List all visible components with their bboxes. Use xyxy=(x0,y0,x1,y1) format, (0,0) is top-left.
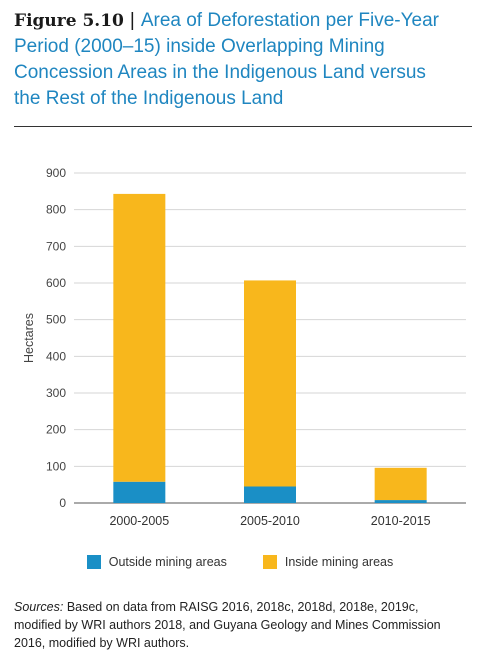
figure-header: Figure 5.10 | Area of Deforestation per Fi… xyxy=(14,8,454,112)
y-tick-label: 100 xyxy=(46,459,66,473)
bar-outside-mining xyxy=(374,500,427,503)
figure-separator: | xyxy=(129,10,135,31)
legend-item-outside: Outside mining areas xyxy=(86,555,227,569)
figure-label: Figure 5.10 xyxy=(14,11,124,31)
y-tick-label: 0 xyxy=(59,496,66,510)
sources-text: Based on data from RAISG 2016, 2018c, 20… xyxy=(14,600,441,650)
bar-inside-mining xyxy=(244,280,296,487)
header-rule xyxy=(14,126,472,127)
bar-outside-mining xyxy=(244,486,296,503)
y-tick-label: 900 xyxy=(46,166,66,180)
y-tick-label: 600 xyxy=(46,276,66,290)
y-tick-label: 300 xyxy=(46,386,66,400)
y-tick-label: 200 xyxy=(46,423,66,437)
x-tick-label: 2005-2010 xyxy=(240,514,300,528)
legend-swatch-outside xyxy=(86,555,101,569)
x-tick-label: 2000-2005 xyxy=(109,514,169,528)
y-axis-label: Hectares xyxy=(22,313,36,363)
y-tick-label: 700 xyxy=(46,239,66,253)
figure-title: Area of Deforestation per Five-Year Peri… xyxy=(14,10,439,109)
bar-inside-mining xyxy=(374,467,427,501)
x-tick-label: 2010-2015 xyxy=(371,514,431,528)
y-tick-label: 800 xyxy=(46,203,66,217)
sources-note: Sources: Based on data from RAISG 2016, … xyxy=(14,598,469,652)
y-tick-label: 400 xyxy=(46,349,66,363)
legend-label-inside: Inside mining areas xyxy=(284,555,394,569)
legend-label-outside: Outside mining areas xyxy=(108,555,227,569)
bar-chart: 0 100 200 300 400 500 600 700 800 900 Hectares 2000… xyxy=(22,166,466,528)
legend-item-inside: Inside mining areas xyxy=(262,555,394,569)
chart-legend: Outside mining areas Inside mining areas xyxy=(0,555,480,569)
legend-swatch-inside xyxy=(262,555,277,569)
bar-outside-mining xyxy=(113,481,166,503)
y-tick-label: 500 xyxy=(46,313,66,327)
bar-inside-mining xyxy=(113,193,166,482)
sources-label: Sources: xyxy=(14,600,64,614)
